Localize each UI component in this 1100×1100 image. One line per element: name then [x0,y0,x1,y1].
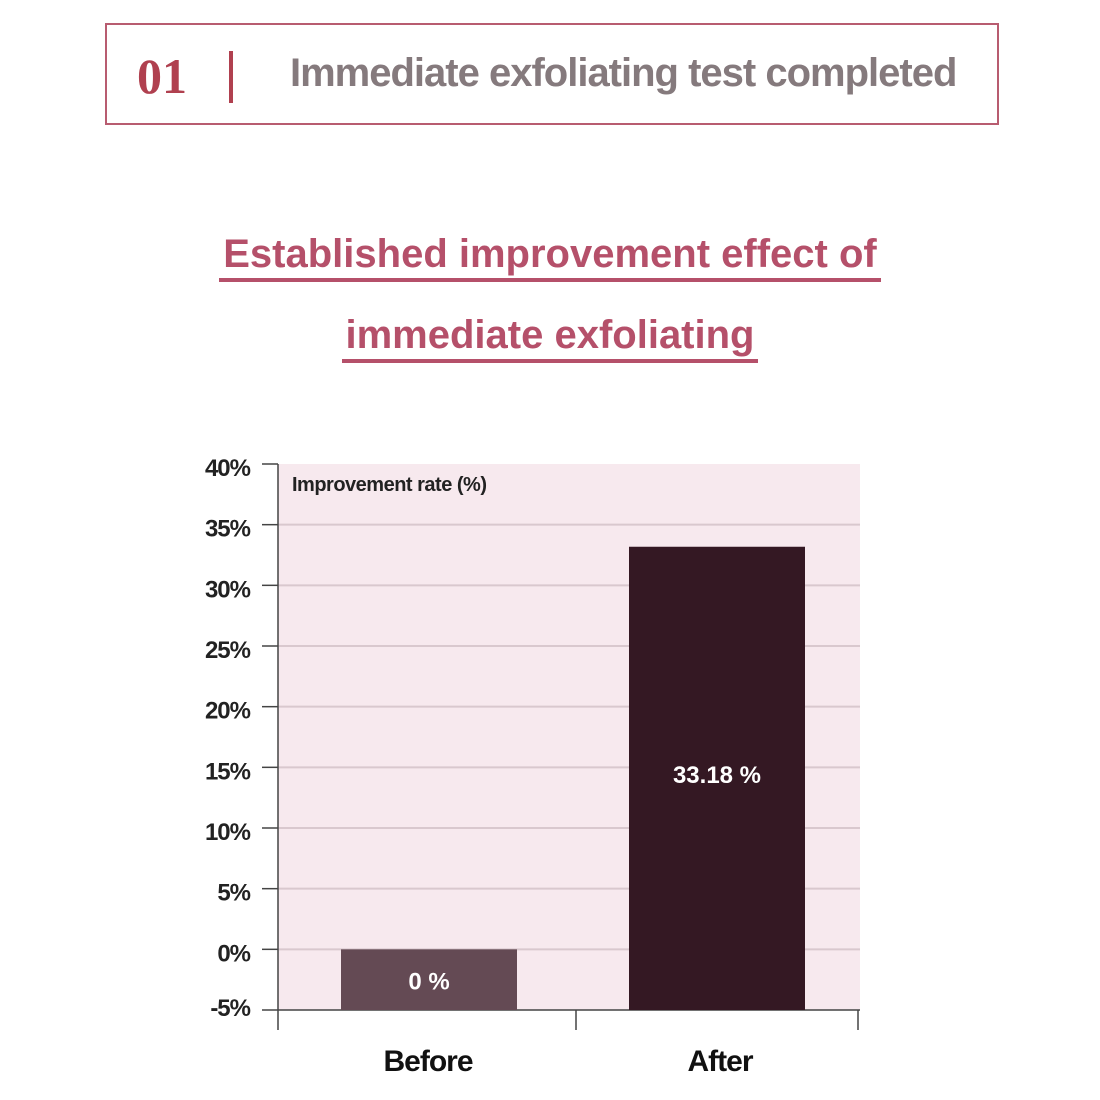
y-axis-label: Improvement rate (%) [292,474,487,496]
data-label: 33.18 % [673,762,761,789]
y-tick-label: 0% [217,940,250,967]
section-number: 01 [137,48,187,104]
x-tick-label: After [687,1045,753,1078]
separator [229,51,233,103]
y-tick-label: 25% [205,637,251,664]
data-label: 0 % [408,969,449,996]
y-tick-label: 30% [205,576,251,603]
y-tick-label: 10% [205,819,251,846]
section-header: 01 Immediate exfoliating test completed [105,23,999,125]
chart-title-line2: immediate exfoliating [0,313,1100,363]
x-tick-label: Before [383,1045,472,1078]
y-tick-label: 20% [205,698,251,725]
y-tick-label: 5% [217,880,250,907]
chart-title-line1: Established improvement effect of [0,232,1100,282]
y-tick-label: -5% [210,995,250,1022]
y-tick-label: 15% [205,758,251,785]
y-tick-label: 40% [205,455,251,482]
bar-before [341,949,517,1010]
section-title: Immediate exfoliating test completed [290,51,957,95]
bar-after [629,546,805,1010]
y-tick-label: 35% [205,516,251,543]
